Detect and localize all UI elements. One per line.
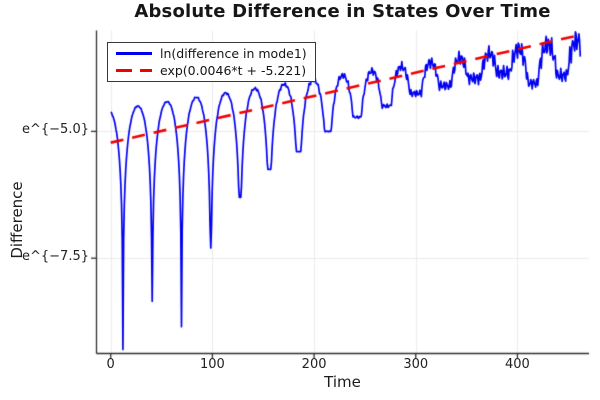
y-axis-label: Difference [8, 181, 26, 259]
x-axis-label: Time [324, 373, 361, 391]
x-tick-label: 400 [504, 357, 530, 372]
y-tick-label: e^{−5.0} [22, 122, 89, 138]
chart-title: Absolute Difference in States Over Time [134, 1, 551, 22]
legend: ln(difference in mode1) exp(0.0046*t + -… [107, 42, 316, 82]
legend-entry-label: ln(difference in mode1) [160, 46, 307, 61]
legend-blue-line-swatch [116, 52, 152, 55]
legend-entry-label: exp(0.0046*t + -5.221) [160, 63, 307, 78]
legend-entry: exp(0.0046*t + -5.221) [116, 62, 307, 79]
x-tick-label: 200 [301, 357, 327, 372]
y-tick-label: e^{−7.5} [22, 249, 89, 265]
x-tick-label: 0 [106, 357, 115, 372]
legend-entry: ln(difference in mode1) [116, 45, 307, 62]
x-tick-label: 100 [199, 357, 225, 372]
legend-red-dash-swatch [116, 69, 152, 72]
x-tick-label: 300 [403, 357, 429, 372]
